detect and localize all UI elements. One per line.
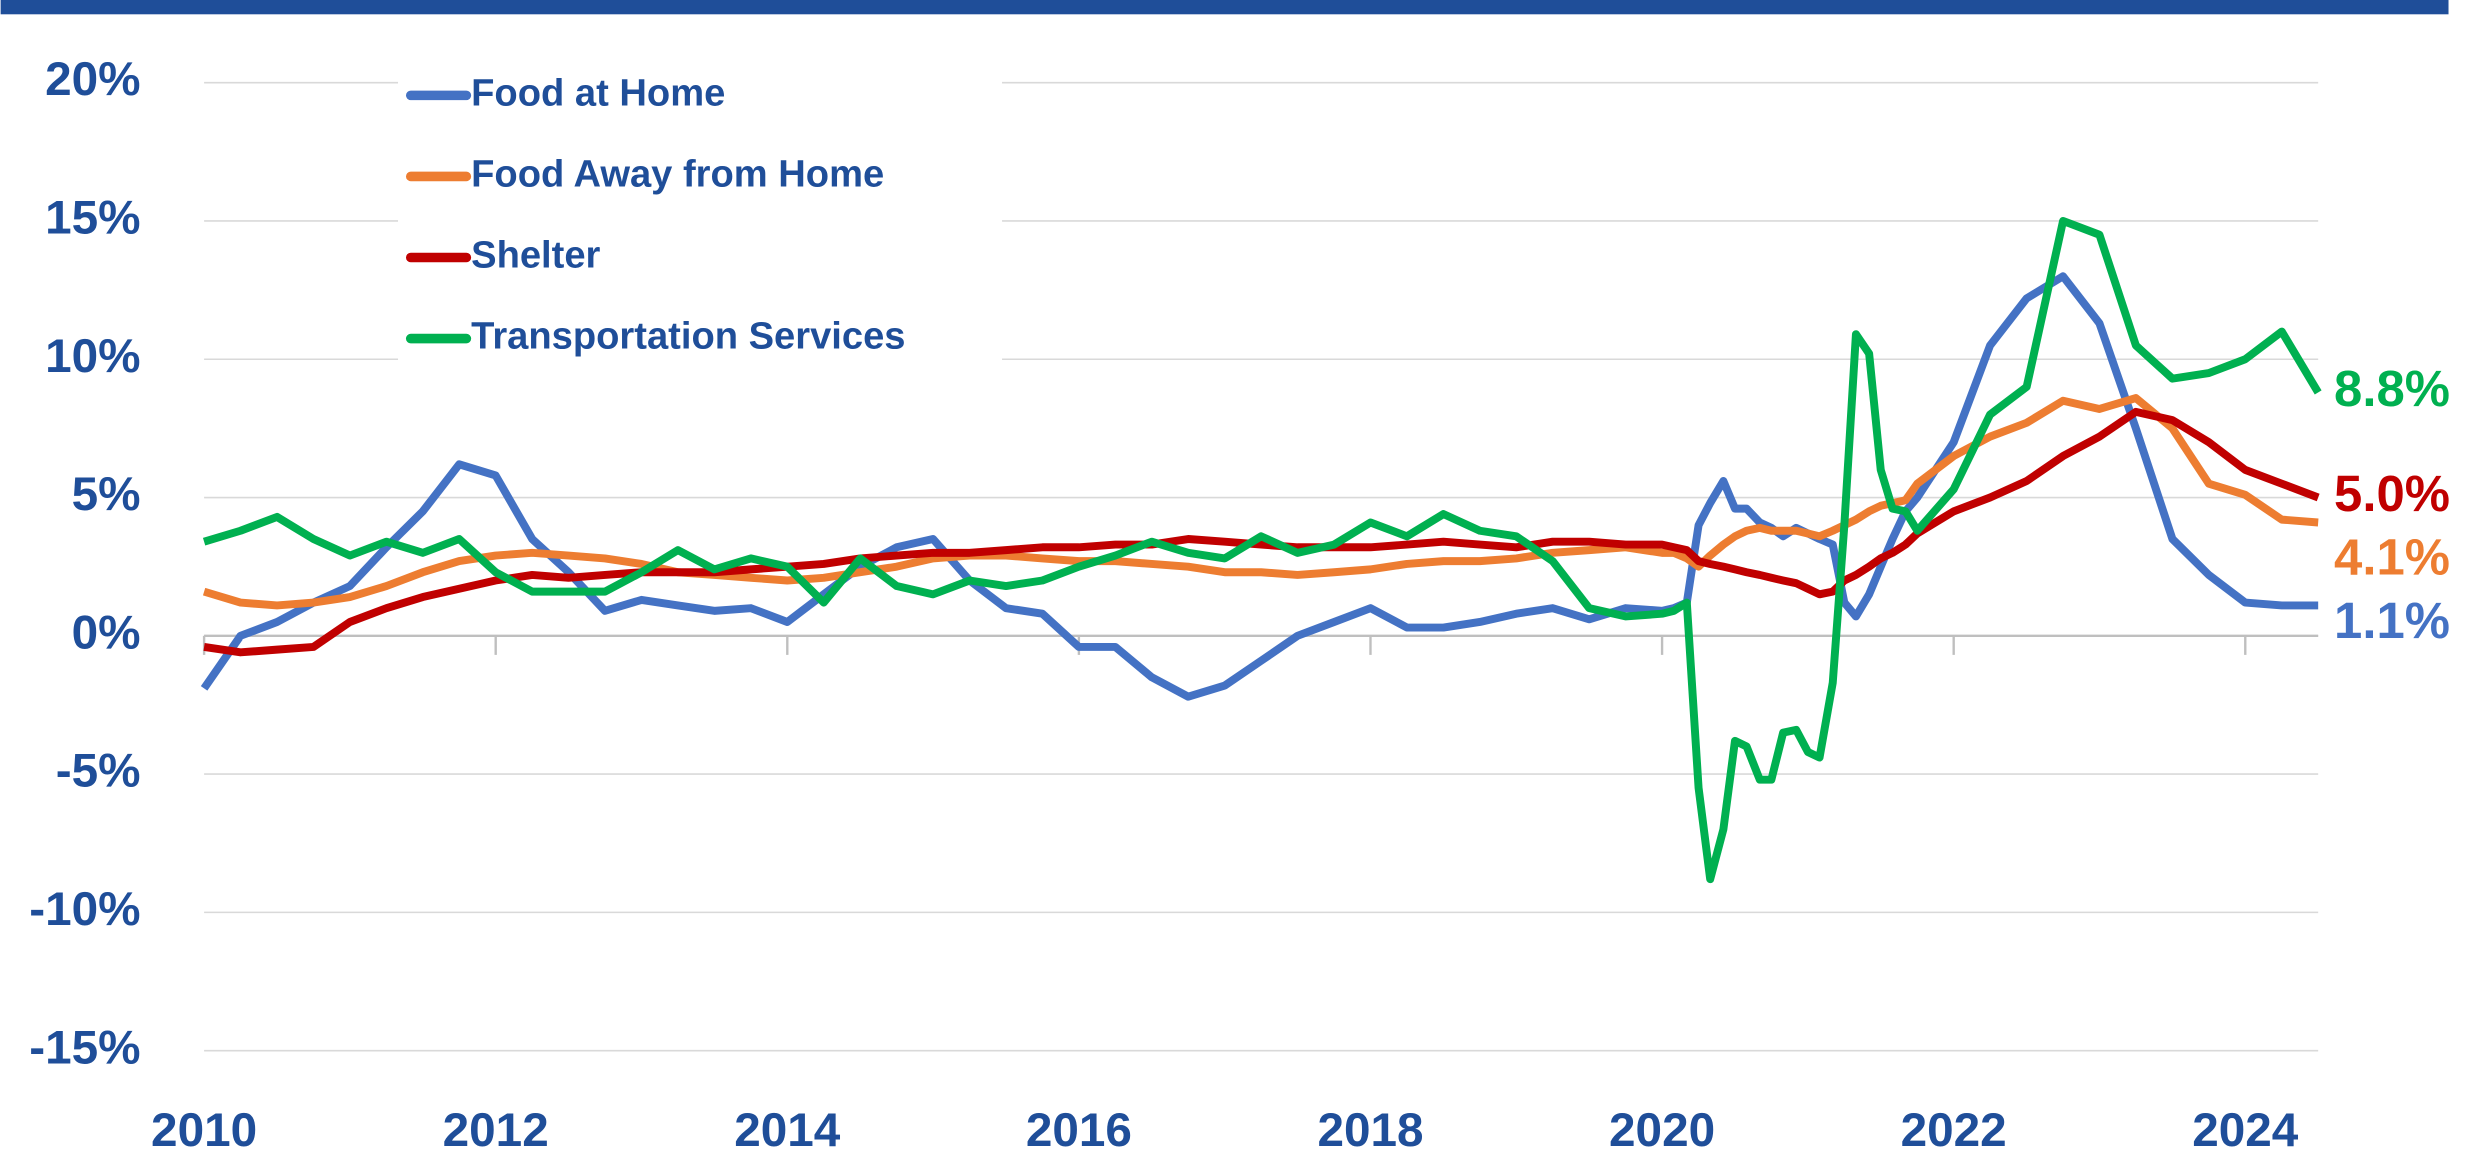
x-tick-label: 2012 <box>443 1104 549 1154</box>
end-label: 1.1% <box>2334 592 2450 649</box>
series-line <box>202 394 2319 610</box>
x-tick-label: 2014 <box>734 1104 841 1154</box>
y-tick-label: 20% <box>45 53 140 106</box>
y-tick-label: -5% <box>56 745 141 798</box>
end-label: 8.8% <box>2334 360 2450 417</box>
legend-label: Food at Home <box>471 71 725 114</box>
end-label: 4.1% <box>2334 529 2450 586</box>
y-tick-label: -10% <box>29 883 140 936</box>
y-tick-label: -15% <box>29 1021 140 1074</box>
x-tick-label: 2022 <box>1901 1104 2007 1154</box>
x-tick-label: 2024 <box>2192 1104 2299 1154</box>
x-tick-label: 2018 <box>1317 1104 1423 1154</box>
legend-label: Shelter <box>471 234 600 277</box>
series-line <box>202 216 2322 884</box>
y-tick-label: 15% <box>45 192 140 245</box>
x-tick-label: 2016 <box>1026 1104 1132 1154</box>
header-bar <box>0 0 2449 15</box>
y-tick-label: 5% <box>72 468 141 521</box>
legend-bg <box>398 60 1003 371</box>
y-tick-label: 0% <box>72 606 141 659</box>
x-tick-label: 2020 <box>1609 1104 1715 1154</box>
series-line <box>203 407 2320 657</box>
end-label: 5.0% <box>2334 465 2450 522</box>
y-tick-label: 10% <box>45 330 140 383</box>
x-tick-label: 2010 <box>151 1104 257 1154</box>
legend-label: Transportation Services <box>471 315 905 358</box>
legend-label: Food Away from Home <box>471 153 884 196</box>
